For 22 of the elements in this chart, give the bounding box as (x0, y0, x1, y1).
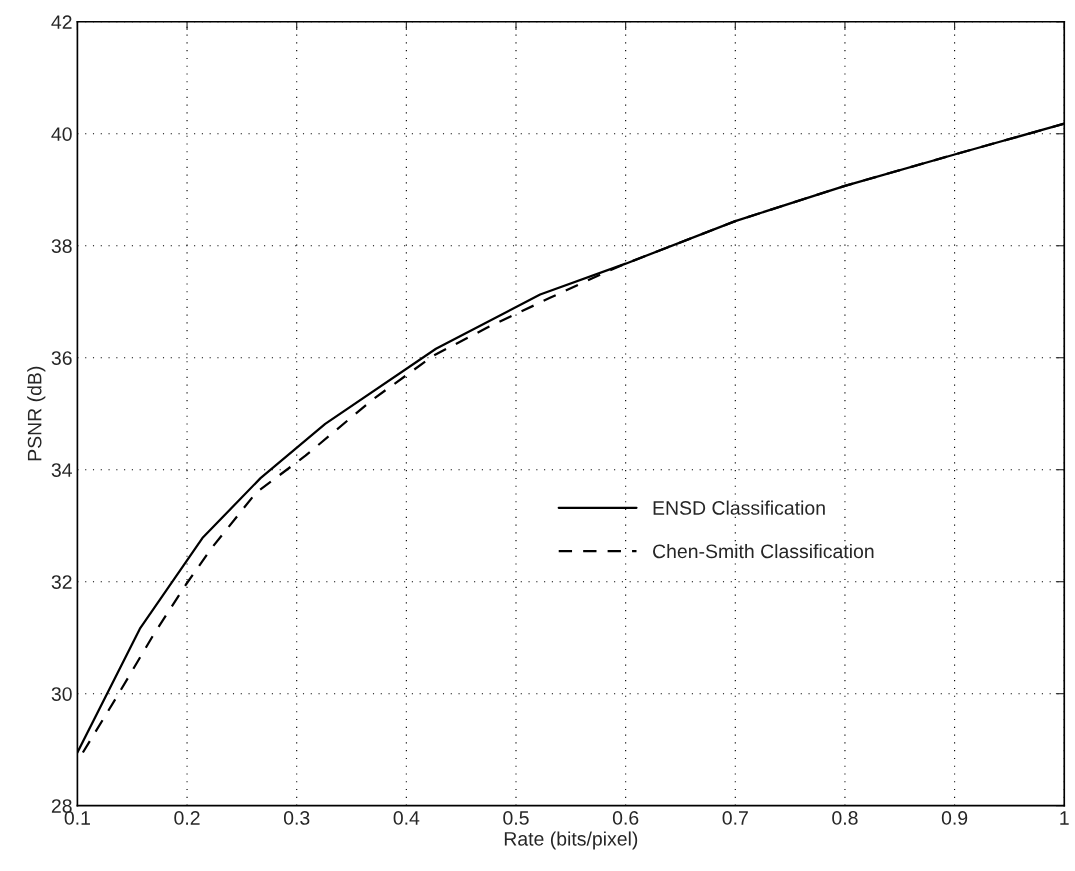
x-tick-label: 0.5 (503, 811, 529, 825)
x-tick-label: 0.8 (832, 811, 858, 825)
y-axis-title: PSNR (dB) (27, 366, 46, 461)
y-tick-label: 36 (51, 351, 72, 365)
y-tick-label: 38 (51, 239, 72, 253)
y-tick-label: 30 (51, 687, 72, 701)
legend-label: Chen-Smith Classification (653, 543, 874, 559)
legend-label: ENSD Classification (653, 500, 825, 515)
x-axis-title: Rate (bits/pixel) (504, 831, 638, 850)
x-tick-label: 0.2 (174, 811, 200, 825)
x-tick-label: 0.1 (64, 811, 90, 825)
y-tick-label: 34 (51, 463, 72, 477)
x-tick-label: 0.9 (941, 811, 968, 825)
x-tick-label: 0.6 (612, 811, 639, 825)
x-tick-label: 0.4 (393, 811, 420, 825)
y-tick-label: 32 (51, 575, 72, 589)
y-tick-label: 28 (51, 799, 72, 813)
y-tick-label: 40 (51, 127, 72, 141)
x-tick-label: 1 (1060, 811, 1069, 825)
x-tick-label: 0.7 (722, 811, 748, 825)
x-tick-label: 0.3 (283, 811, 310, 825)
y-tick-label: 42 (51, 15, 72, 29)
